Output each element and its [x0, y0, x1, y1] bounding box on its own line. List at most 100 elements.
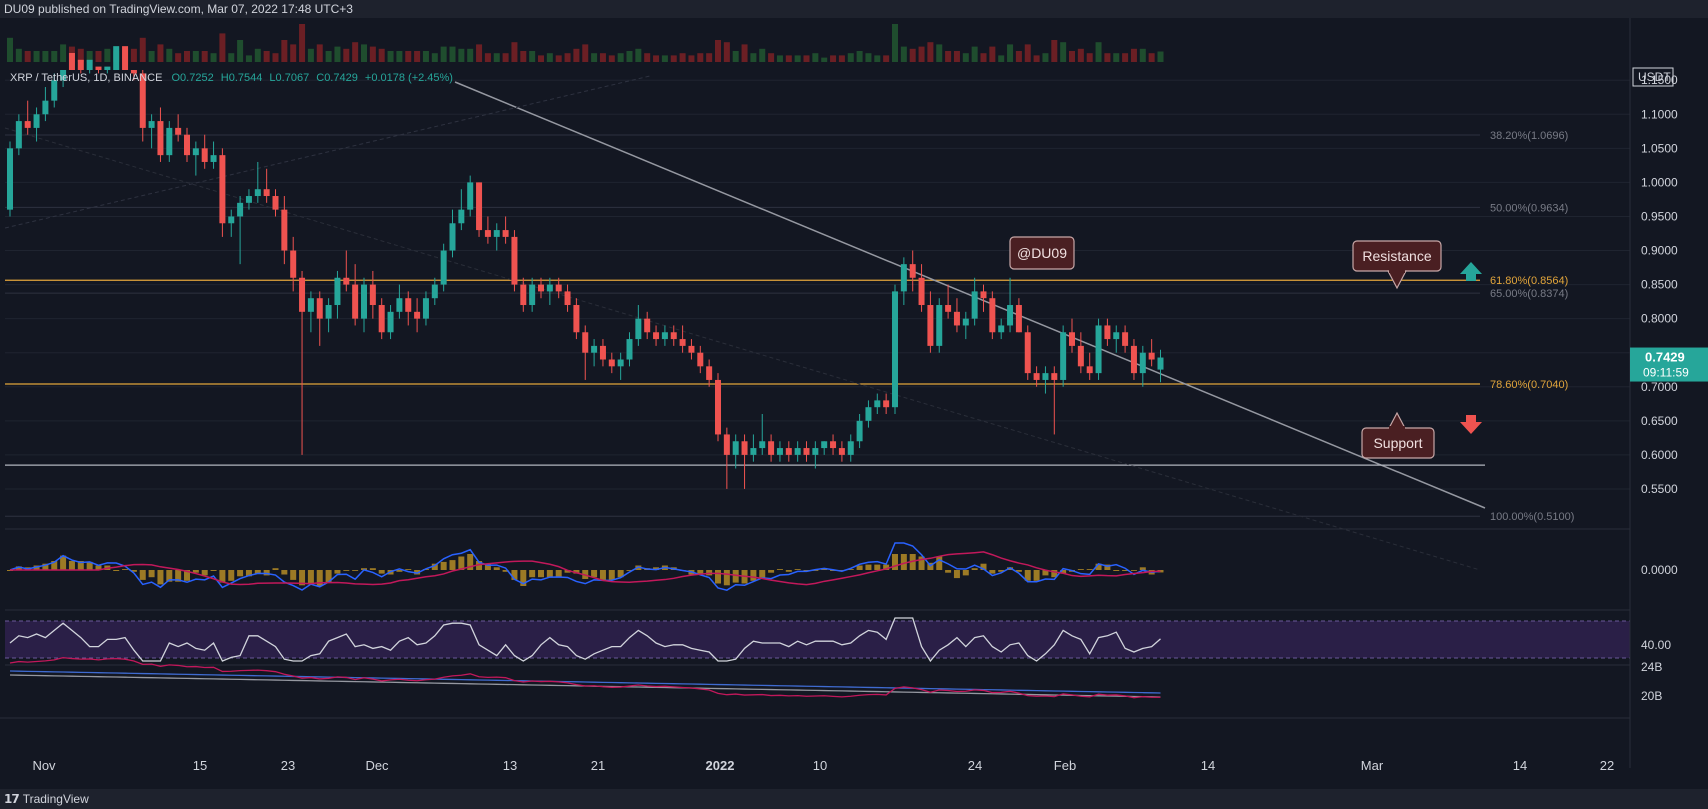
volume-bar: [900, 46, 907, 62]
macd-histogram-bar: [192, 570, 199, 573]
candle-body: [396, 298, 403, 312]
price-chart[interactable]: 38.20%(1.0696) 50.00%(0.9634) 61.80%(0.856…: [0, 18, 1708, 789]
macd-histogram-bar: [281, 570, 288, 575]
annotations: @DU09 Resistance Support: [1009, 236, 1482, 459]
candle-body: [166, 127, 173, 156]
volume-bar: [166, 48, 173, 62]
macd-histogram-bar: [1024, 570, 1031, 581]
candle-body: [1042, 373, 1049, 380]
ohlc-legend: XRP / TetherUS, 1D, BINANCE O0.7252 H0.7…: [10, 72, 453, 84]
candle-body: [989, 298, 996, 333]
macd-histogram-bar: [299, 570, 306, 586]
volume-bar: [945, 51, 952, 62]
macd-histogram-bar: [865, 564, 872, 570]
candle-body: [653, 332, 660, 340]
candle-body: [1051, 373, 1058, 380]
time-label: 22: [1600, 758, 1614, 773]
candle-body: [113, 46, 120, 70]
candle-body: [741, 441, 748, 455]
vol-tick-20b: 20B: [1641, 689, 1662, 703]
volume-bar: [697, 53, 704, 62]
volume-bar: [228, 53, 235, 62]
candle-body: [157, 121, 164, 156]
macd-histogram-bar: [653, 567, 660, 570]
candle-body: [1095, 325, 1102, 374]
candle-body: [998, 325, 1005, 333]
candle-body: [237, 202, 244, 217]
candle-body: [316, 298, 323, 319]
vol-tick-24b: 24B: [1641, 660, 1662, 674]
macd-histogram-bar: [396, 570, 403, 572]
macd-histogram-bar: [847, 569, 854, 570]
candle-body: [378, 305, 385, 333]
macd-line: [9, 542, 1161, 591]
price-tick: 1.0500: [1641, 141, 1678, 155]
candle-body: [883, 400, 890, 408]
volume-bar: [883, 55, 890, 62]
macd-histogram-bar: [856, 565, 863, 570]
macd-histogram-bar: [1104, 564, 1111, 570]
volume-bar: [768, 53, 775, 62]
candle-body: [953, 311, 960, 326]
time-label: 23: [281, 758, 295, 773]
candle-body: [909, 264, 916, 278]
candle-body: [343, 277, 350, 285]
candle-body: [768, 441, 775, 455]
candle-body: [723, 434, 730, 455]
volume-bar: [263, 51, 270, 62]
volume-bar: [785, 55, 792, 62]
volume-bar: [192, 51, 199, 62]
volume-bar: [272, 53, 279, 62]
price-tick: 0.8000: [1641, 312, 1678, 326]
candle-body: [1104, 325, 1111, 340]
macd-histogram-bar: [723, 570, 730, 586]
macd-histogram-bar: [936, 556, 943, 570]
macd-histogram-bar: [245, 570, 252, 577]
volume-bar: [1060, 42, 1067, 62]
time-axis[interactable]: Nov 15 23 Dec 13 21 2022 10 24 Feb 14 Mar 14 22: [0, 717, 1630, 773]
volume-bar: [865, 53, 872, 62]
volume-bar: [1086, 53, 1093, 62]
macd-histogram-bar: [785, 570, 792, 572]
volume-bar: [493, 53, 500, 62]
fib-label-4: 78.60%(0.7040): [1490, 379, 1568, 391]
candle-body: [971, 291, 978, 319]
price-tick: 0.9500: [1641, 209, 1678, 223]
macd-histogram-bar: [599, 570, 606, 580]
candle-body: [122, 46, 129, 70]
candle-body: [838, 448, 845, 455]
candle-body: [821, 441, 828, 449]
macd-histogram-bar: [564, 570, 571, 573]
macd-histogram-bar: [484, 563, 491, 570]
candle-body: [1069, 332, 1075, 346]
price-tick: 1.1500: [1641, 73, 1678, 87]
time-label: 14: [1201, 758, 1215, 773]
publish-text: DU09 published on TradingView.com, Mar 0…: [4, 2, 353, 16]
candle-body: [307, 298, 314, 312]
volume-bar: [830, 55, 837, 62]
volume-bar: [476, 44, 483, 62]
candle-body: [467, 182, 474, 210]
candle-body: [502, 230, 509, 237]
volume-bar: [591, 53, 598, 62]
macd-histogram-bar: [166, 570, 173, 582]
volume-bar: [467, 48, 474, 62]
volume-bar: [1148, 53, 1155, 62]
macd-histogram-bar: [1051, 570, 1058, 578]
volume-bar: [148, 51, 155, 62]
fib-label-5: 100.00%(0.5100): [1490, 511, 1574, 523]
grid-lines: [5, 79, 1630, 490]
macd-histogram-bar: [989, 570, 996, 574]
macd-histogram-bar: [95, 565, 102, 570]
macd-histogram-bar: [1130, 570, 1137, 571]
rsi-tick: 40.00: [1641, 638, 1671, 652]
volume-bar: [414, 51, 421, 62]
macd-histogram-bar: [555, 570, 562, 578]
macd-histogram-bar: [538, 570, 544, 578]
volume-bar: [352, 42, 359, 62]
candle-body: [635, 318, 642, 340]
volume-bar: [325, 51, 332, 62]
candle-body: [33, 114, 40, 128]
volume-bar: [1104, 53, 1111, 62]
